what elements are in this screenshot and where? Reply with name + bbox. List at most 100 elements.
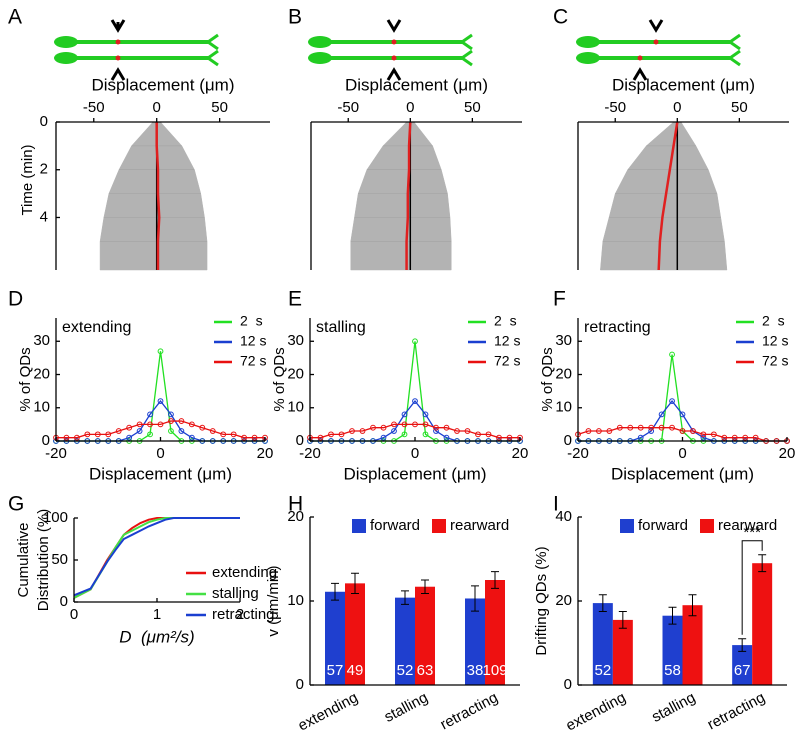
trajectory-spread [350,217,452,242]
error-bar [598,594,607,612]
x-tick-label: extending [563,689,628,734]
data-point [443,424,450,431]
x-axis-label: Displacement (μm) [89,464,232,483]
data-point [700,431,707,438]
data-point [616,424,623,431]
x-tick-label: -20 [299,445,321,462]
significance-label: *** [743,524,761,541]
data-point [147,421,153,428]
data-point [391,428,397,434]
x-tick-label: 20 [257,445,274,462]
data-point [606,428,613,434]
data-point [136,428,143,434]
data-point [241,434,248,441]
y-tick-label: 2 [40,161,48,178]
data-point [338,431,345,438]
data-point [596,428,602,434]
bar [325,591,345,685]
bar-count-label: 58 [664,662,681,679]
data-point [752,434,759,441]
neuron-diagram-a [52,19,220,81]
legend-label: 2 s [494,313,517,329]
fit-line [577,427,787,442]
legend-label: 2 s [762,313,785,329]
error-bar [401,590,409,605]
trajectory-spread [350,241,452,271]
error-bar [421,579,429,594]
trajectory-spread [600,241,728,271]
y-tick-label: 20 [287,365,304,382]
y-tick-label: 10 [287,592,304,609]
panel-letter: H [288,493,303,516]
y-tick-label: 10 [287,399,304,416]
legend-label: forward [370,517,420,534]
data-point [209,428,216,434]
y-tick-label: 20 [33,365,50,382]
x-tick-label: -20 [567,445,589,462]
data-point [251,434,258,441]
x-tick-label: retracting [705,689,768,733]
x-tick-label: 2 [236,606,244,623]
data-point [126,434,133,441]
panel-letter: E [288,288,302,311]
panel-letter: C [553,6,568,29]
bar-count-label: 49 [347,662,364,679]
data-point [475,431,481,438]
panel-label-text: extending [62,319,131,336]
x-tick-label: -50 [83,99,105,116]
error-bar [331,582,339,601]
y-tick-label: 20 [287,508,304,525]
y-tick-label: 0 [60,593,68,610]
trajectory-spread [366,145,442,170]
data-point [178,418,185,424]
data-point [710,431,717,438]
mean-trajectory [405,121,412,270]
data-point [464,428,471,434]
data-point [157,348,164,355]
data-point [63,434,70,441]
panel-letter: A [8,6,22,29]
trajectory-spread [602,217,725,242]
data-point [188,421,195,428]
data-point [742,434,749,441]
x-axis-label: Displacement (μm) [612,75,755,94]
data-point [433,428,439,434]
bar [592,603,613,685]
bar-count-label: 109 [482,662,507,679]
legend-label: forward [638,517,688,534]
panel-label-text: stalling [316,319,366,336]
y-tick-label: 20 [555,365,572,382]
neuron-diagram-c [574,19,742,81]
data-point [454,428,460,434]
x-tick-label: 50 [211,99,228,116]
data-point [637,434,644,441]
mean-trajectory [155,122,161,270]
x-tick-label: -50 [604,99,626,116]
x-tick-label: 1 [153,606,161,623]
data-point [401,411,408,418]
x-tick-label: 0 [678,445,686,462]
data-point [690,428,696,434]
error-bar [668,606,677,625]
legend-label: rearward [450,517,509,534]
legend-label: 72 s [240,353,266,369]
legend-label: extending [212,564,277,581]
data-point [669,424,675,431]
data-point [230,431,237,438]
trajectory-spread [382,121,434,147]
data-point [506,434,513,441]
data-point [401,421,408,428]
data-point [422,421,429,428]
data-point [585,428,592,434]
trajectory-spread [357,169,448,194]
data-point [359,428,366,434]
bar-count-label: 63 [417,662,434,679]
data-point [496,434,502,441]
fit-line [56,351,265,442]
fit-line [310,341,520,442]
data-point [412,338,418,345]
data-point [147,431,153,438]
data-point [349,428,355,434]
legend-swatch [352,519,366,533]
